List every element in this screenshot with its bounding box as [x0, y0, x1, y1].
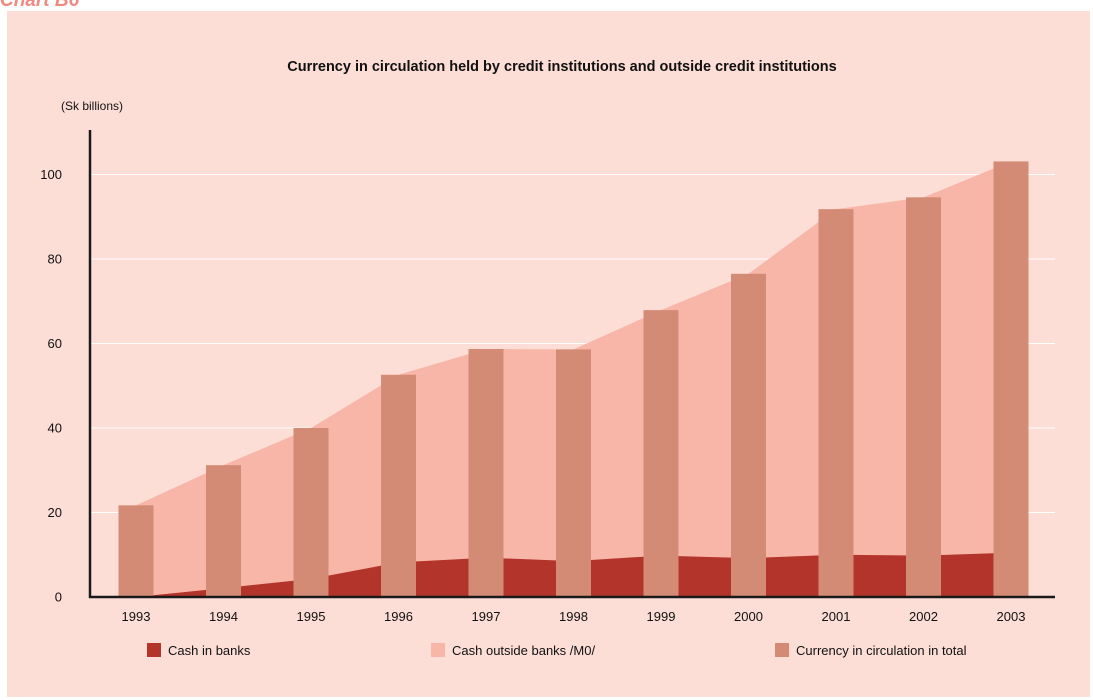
y-tick-label: 40 [48, 421, 62, 436]
bar-currency-total-1999 [643, 310, 679, 597]
legend-label-2: Cash outside banks /M0/ [452, 643, 595, 658]
x-tick-label: 1993 [122, 609, 151, 624]
x-tick-label: 2000 [734, 609, 763, 624]
bar-currency-total-2000 [731, 273, 766, 597]
x-tick-label: 2001 [822, 609, 851, 624]
x-tick-label: 1998 [559, 609, 588, 624]
y-tick-label: 100 [40, 167, 62, 182]
y-tick-label: 0 [55, 590, 62, 605]
bar-currency-total-1997 [468, 348, 504, 597]
legend-swatch-3 [775, 643, 789, 657]
bar-currency-total-1993 [118, 505, 154, 597]
y-tick-label: 20 [48, 505, 62, 520]
bar-currency-total-1994 [206, 465, 241, 597]
bar-series [118, 161, 1029, 597]
legend-label-3: Currency in circulation in total [796, 643, 967, 658]
y-tick-label: 60 [48, 336, 62, 351]
x-tick-labels: 1993 1994 1995 1996 1997 1998 1999 2000 2001 2002… [122, 609, 1026, 624]
bar-currency-total-1998 [556, 349, 591, 597]
x-tick-label: 1995 [297, 609, 326, 624]
legend-label-1: Cash in banks [168, 643, 251, 658]
bar-currency-total-1995 [293, 428, 329, 597]
x-tick-label: 1994 [209, 609, 238, 624]
chart-number-label: Chart B6 [0, 0, 80, 11]
bar-currency-total-2002 [906, 197, 941, 597]
y-tick-labels: 0 20 40 60 80 100 [40, 167, 62, 605]
legend-swatch-1 [147, 643, 161, 657]
chart-title: Currency in circulation held by credit i… [287, 59, 836, 75]
x-tick-label: 1996 [384, 609, 413, 624]
legend-swatch-2 [431, 643, 445, 657]
x-tick-label: 2002 [909, 609, 938, 624]
y-axis-unit-label: (Sk billions) [61, 99, 123, 113]
bar-currency-total-1996 [381, 374, 416, 597]
x-tick-label: 2003 [997, 609, 1026, 624]
y-tick-label: 80 [48, 252, 62, 267]
bar-currency-total-2003 [993, 161, 1029, 597]
bar-currency-total-2001 [818, 209, 854, 597]
legend: Cash in banks Cash outside banks /M0/Curr… [147, 643, 967, 658]
x-tick-label: 1997 [472, 609, 501, 624]
x-tick-label: 1999 [647, 609, 676, 624]
axes [88, 130, 1055, 599]
